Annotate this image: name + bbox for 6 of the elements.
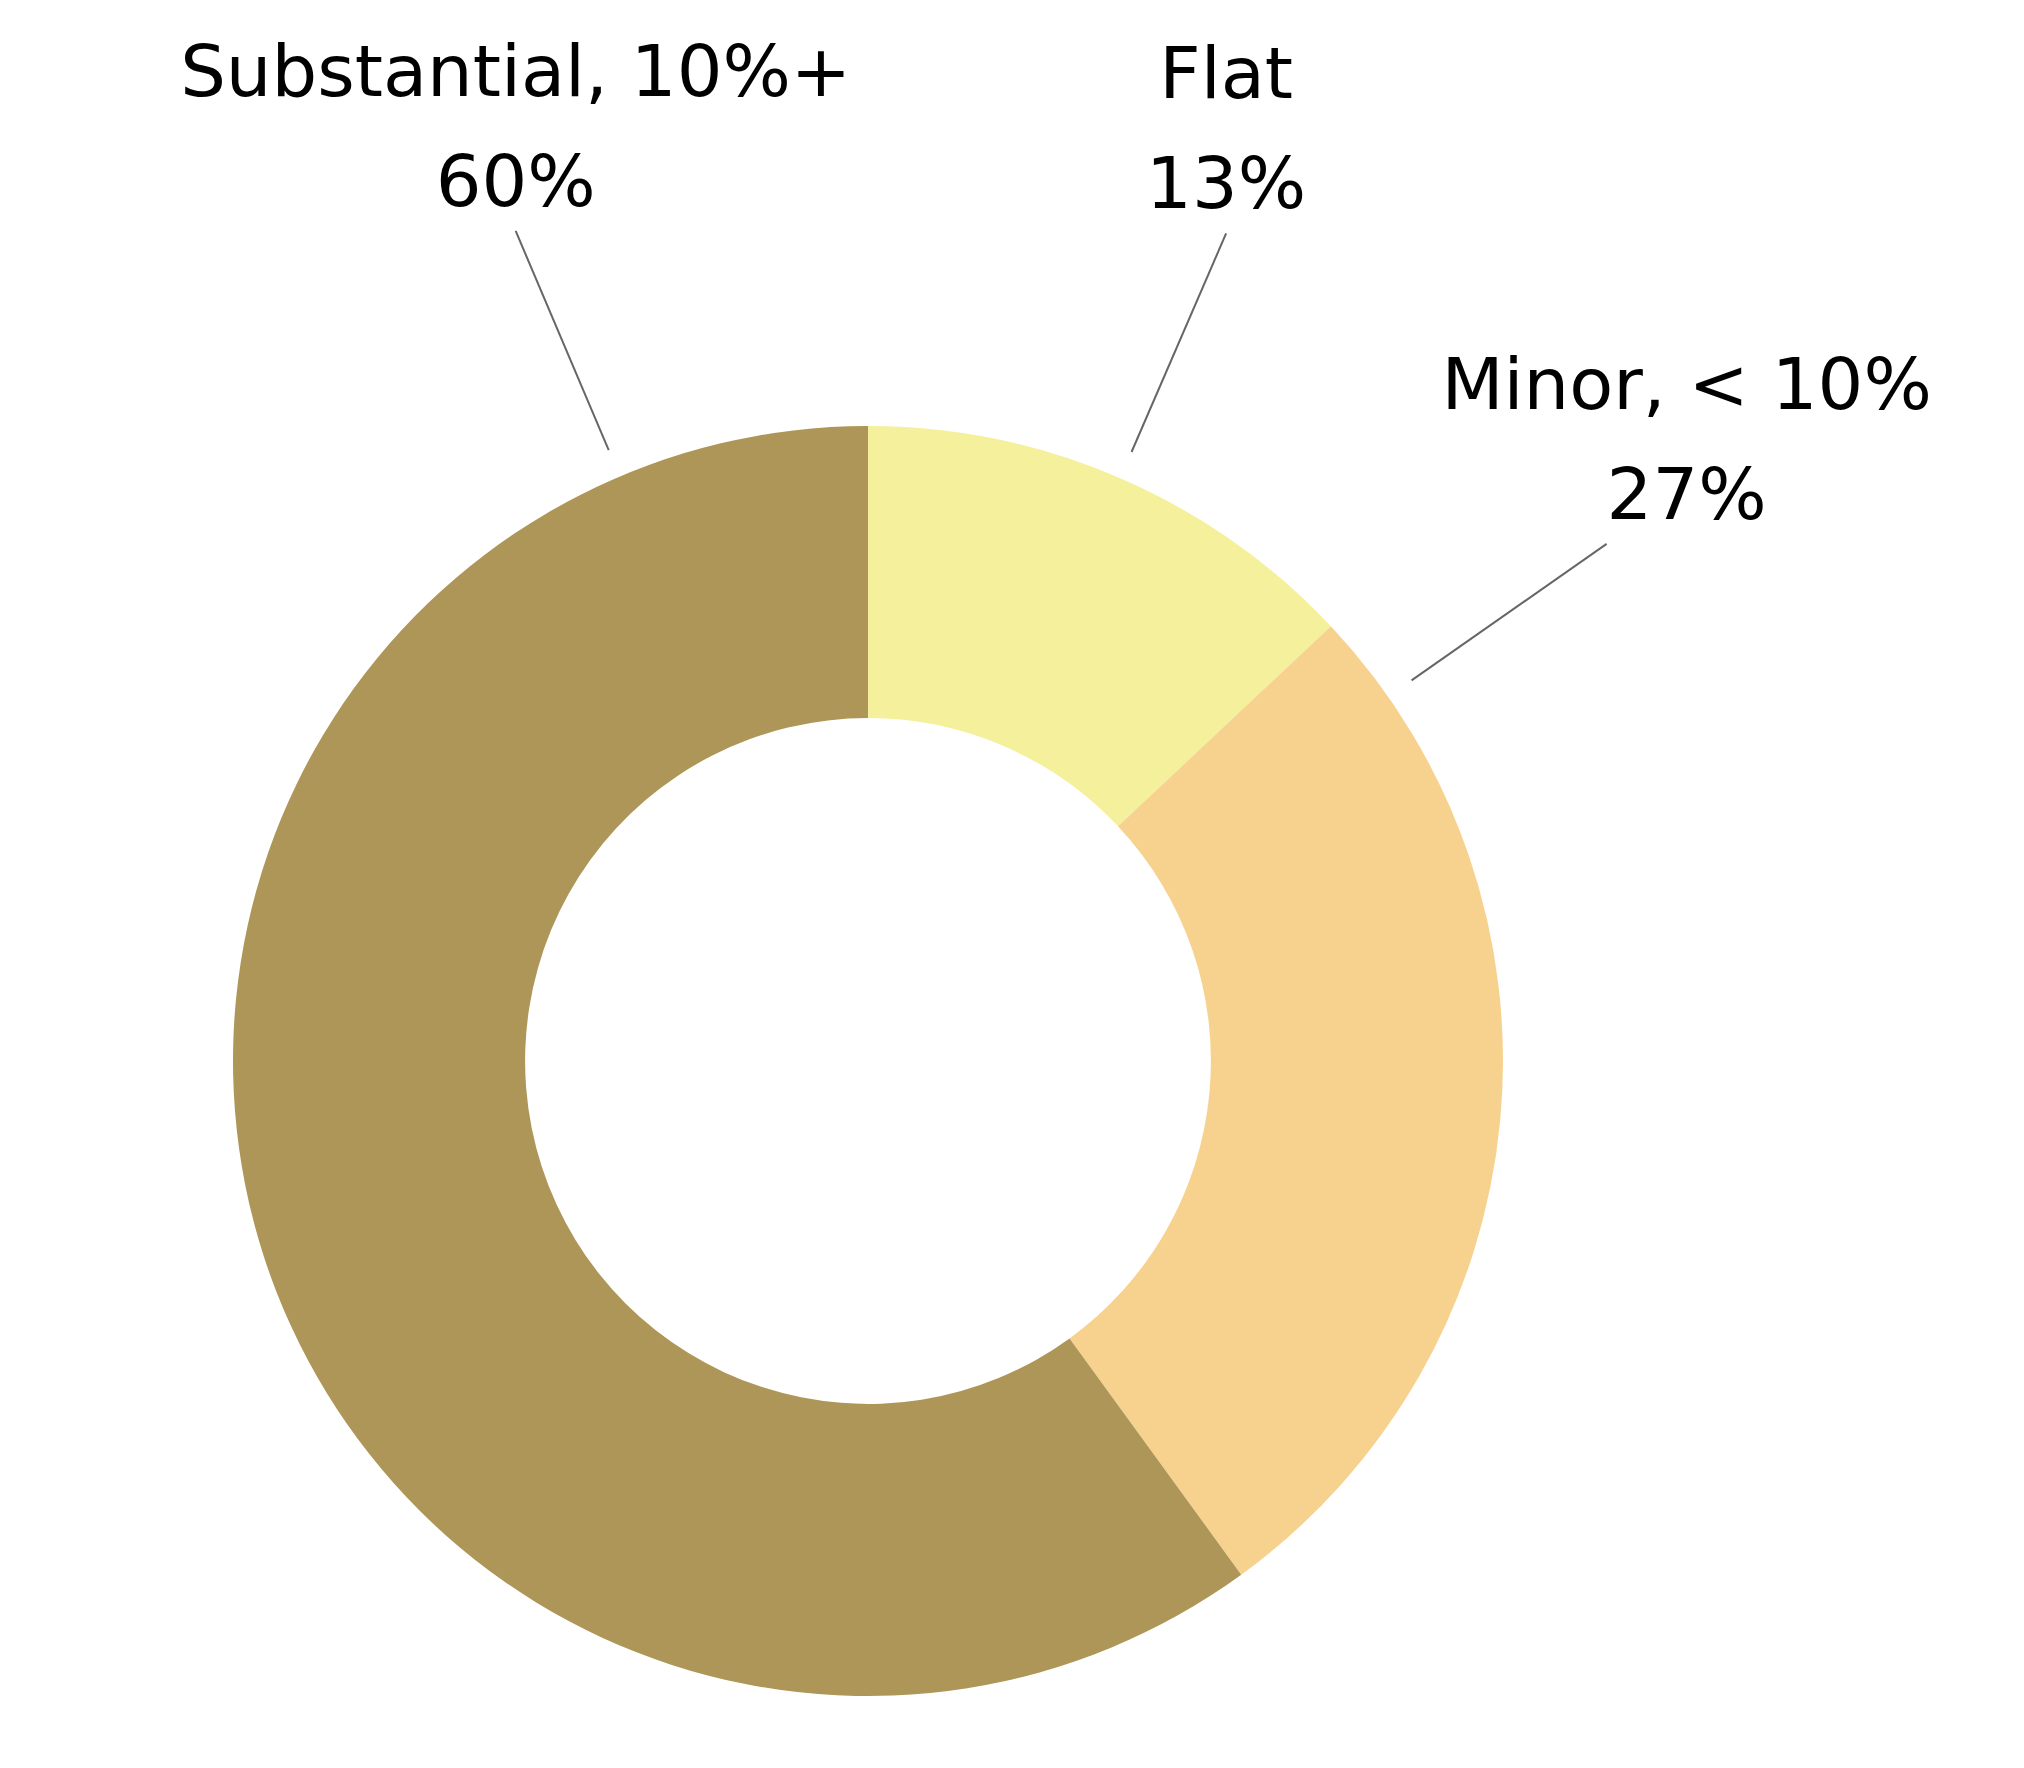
slice-label: Flat (1159, 31, 1293, 116)
data-label: 27% (1606, 451, 1767, 536)
data-label: 13% (1146, 141, 1307, 226)
slice-label: Substantial, 10%+ (180, 28, 852, 113)
data-label: 60% (435, 138, 596, 223)
slice-label: Minor, < 10% (1441, 341, 1932, 426)
